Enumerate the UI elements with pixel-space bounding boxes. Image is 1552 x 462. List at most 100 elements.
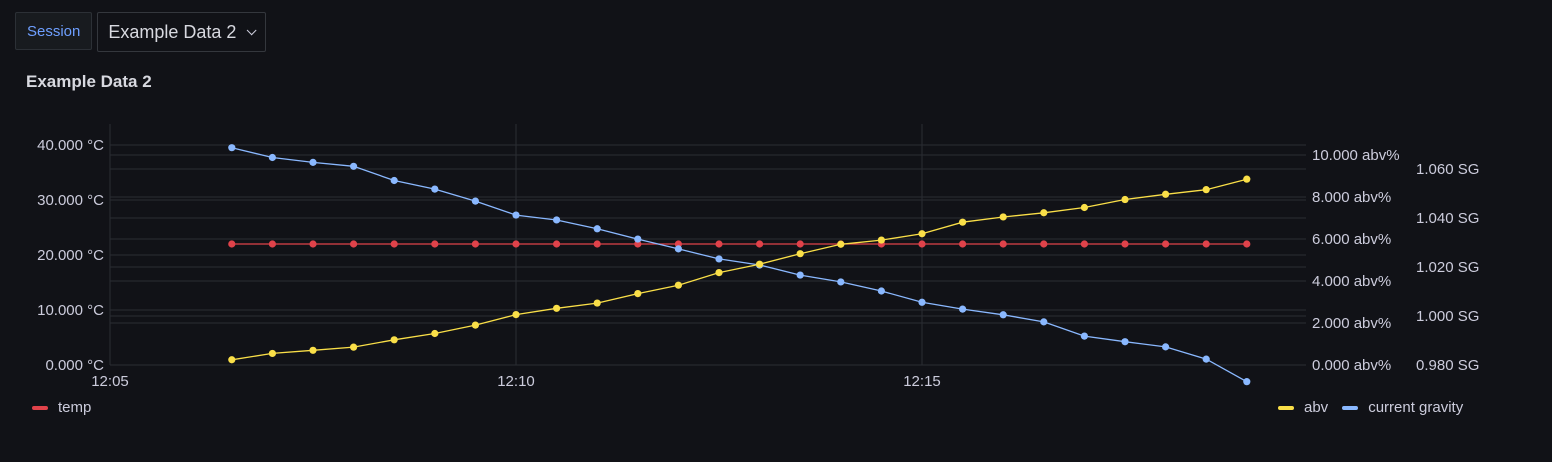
y-tick-label-left: 30.000 °C [37,192,104,209]
data-point-current-gravity [471,197,479,205]
data-point-temp [268,240,276,248]
data-point-abv [512,311,520,319]
y-tick-label-abv: 8.000 abv% [1312,189,1391,206]
legend-swatch-temp [32,405,48,410]
data-point-abv [1162,190,1170,198]
data-point-abv [715,269,723,277]
legend-item-current-gravity[interactable]: current gravity [1342,399,1463,416]
legend-left: temp [32,399,91,416]
data-point-current-gravity [959,305,967,313]
x-tick-label: 12:10 [497,373,535,390]
data-point-current-gravity [999,311,1007,319]
legend-item-temp[interactable]: temp [32,399,91,416]
y-tick-label-sg: 1.040 SG [1416,210,1479,227]
data-point-current-gravity [268,153,276,162]
data-point-temp [1162,240,1170,248]
data-point-current-gravity [674,245,683,253]
data-point-current-gravity [431,185,439,193]
legend-swatch-abv [1278,405,1294,410]
legend-label-temp: temp [58,399,92,416]
data-point-abv [1080,203,1088,212]
data-point-temp [390,240,398,248]
data-point-current-gravity [877,287,886,295]
data-point-abv [268,349,276,358]
data-point-abv [1202,186,1210,194]
variables-bar: Session Example Data 2 [15,12,267,52]
data-point-temp [1243,240,1251,248]
legend-item-abv[interactable]: abv [1278,399,1328,416]
data-point-abv [1121,195,1129,204]
data-point-current-gravity [553,216,561,224]
series-line-abv [231,178,1247,361]
data-point-abv [877,236,886,244]
data-point-abv [999,213,1007,221]
data-point-current-gravity [593,225,601,233]
data-point-current-gravity [512,211,520,219]
data-point-abv [918,230,926,238]
data-point-current-gravity [634,235,642,243]
data-point-current-gravity [1243,378,1251,386]
data-point-temp [634,240,642,248]
y-tick-label-sg: 1.000 SG [1416,308,1479,325]
data-point-abv [1040,209,1048,217]
y-tick-label-abv: 6.000 abv% [1312,231,1391,248]
data-point-temp [593,240,601,248]
data-point-current-gravity [390,176,398,185]
data-point-temp [1080,240,1088,248]
y-tick-label-sg: 1.060 SG [1416,161,1479,178]
y-tick-label-left: 40.000 °C [37,137,104,154]
data-point-abv [431,329,439,338]
data-point-current-gravity [796,271,804,279]
data-point-abv [756,260,764,268]
data-point-temp [350,240,358,248]
y-tick-label-sg: 0.980 SG [1416,357,1479,374]
data-point-current-gravity [837,278,845,286]
data-point-temp [715,240,723,248]
legend-label-current-gravity: current gravity [1368,399,1464,416]
data-point-temp [228,240,236,248]
data-point-abv [350,343,358,351]
data-point-abv [634,290,642,298]
x-tick-label: 12:15 [903,373,941,390]
data-point-current-gravity [1202,355,1210,363]
data-point-current-gravity [918,298,926,306]
y-tick-label-abv: 0.000 abv% [1312,357,1391,374]
y-tick-label-abv: 4.000 abv% [1312,273,1391,290]
dataset-select[interactable]: Example Data 2 [97,12,267,52]
data-point-abv [390,336,398,344]
data-point-temp [1121,240,1129,248]
data-point-abv [1243,175,1251,183]
data-point-abv [959,218,967,226]
legend-label-abv: abv [1304,399,1329,416]
data-point-temp [553,240,561,248]
legend-swatch-current-gravity [1342,405,1359,410]
data-point-temp [1040,240,1048,248]
data-point-abv [674,281,683,289]
panel-title: Example Data 2 [26,72,152,91]
y-tick-label-left: 0.000 °C [45,357,104,374]
data-point-current-gravity [309,158,317,166]
data-point-temp [1202,240,1210,248]
data-point-current-gravity [1080,332,1088,340]
data-point-current-gravity [1121,338,1129,346]
data-point-current-gravity [715,255,723,263]
y-tick-label-left: 10.000 °C [37,302,104,319]
data-point-abv [309,346,317,354]
data-point-temp [756,240,764,248]
y-tick-label-sg: 1.020 SG [1416,259,1479,276]
data-point-temp [796,240,804,248]
data-point-temp [959,240,967,248]
data-point-current-gravity [1040,318,1048,326]
y-tick-label-left: 20.000 °C [37,247,104,264]
y-tick-label-abv: 2.000 abv% [1312,315,1391,332]
data-point-abv [553,304,561,312]
data-point-current-gravity [228,144,236,152]
data-point-abv [837,240,845,248]
data-point-temp [918,240,926,248]
y-tick-label-abv: 10.000 abv% [1312,147,1400,164]
data-point-abv [796,250,804,258]
series-line-current-gravity [231,147,1248,383]
data-point-abv [593,299,601,307]
data-point-current-gravity [1162,343,1170,351]
